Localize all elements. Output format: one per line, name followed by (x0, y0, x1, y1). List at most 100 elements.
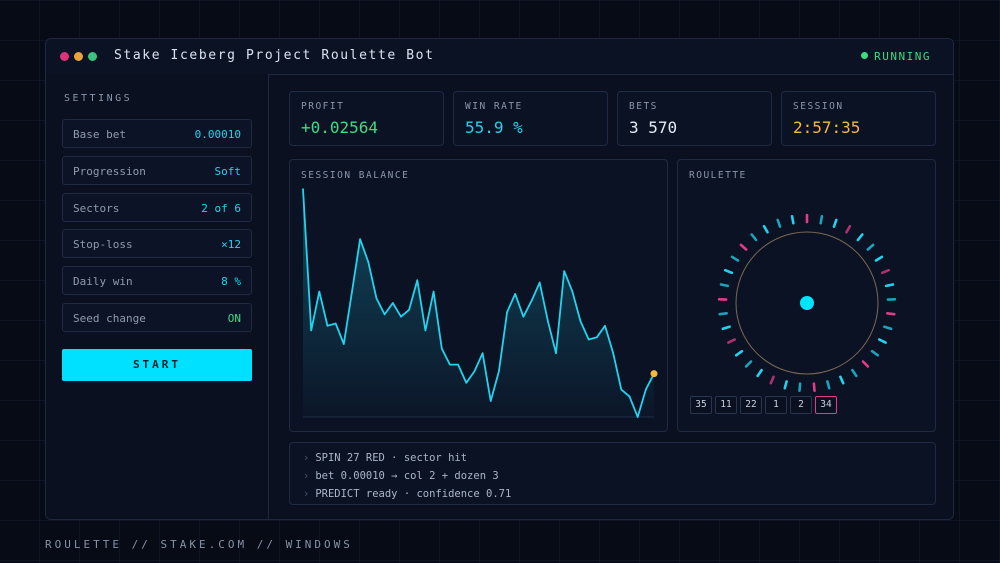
wheel-pocket-tick (769, 375, 775, 385)
settings-sidebar: SETTINGS Base bet 0.00010 Progression So… (46, 74, 269, 519)
wheel-pocket-tick (861, 360, 870, 368)
recent-number: 35 (690, 396, 712, 414)
balance-point (375, 297, 378, 300)
log-chevron-icon: › (303, 470, 310, 482)
setting-seed-change[interactable]: Seed change ON (62, 303, 252, 332)
session-card: SESSION 2:57:35 (781, 91, 936, 146)
log-line: › SPIN 27 RED · sector hit (303, 452, 467, 464)
balance-point (530, 299, 533, 302)
wheel-track (735, 231, 879, 375)
wheel-pocket-tick (832, 218, 838, 228)
recent-number: 2 (790, 396, 812, 414)
title-bar: Stake Iceberg Project Roulette Bot RUNNI… (46, 39, 953, 75)
roulette-panel: ROULETTE (677, 159, 936, 432)
wheel-pocket-tick (819, 214, 824, 225)
balance-point (489, 400, 492, 402)
setting-base-bet[interactable]: Base bet 0.00010 (62, 119, 252, 148)
balance-point (310, 329, 312, 332)
wheel-pocket-tick (851, 368, 858, 378)
log-chevron-icon: › (303, 488, 310, 500)
wheel-pocket-tick (721, 325, 731, 331)
balance-point (400, 315, 402, 318)
balance-point (645, 388, 647, 391)
stat-label: SESSION (793, 101, 844, 112)
balance-point (416, 279, 419, 281)
wheel-pocket-tick (723, 268, 734, 275)
roulette-title: ROULETTE (689, 170, 747, 181)
wheel-pocket-tick (718, 312, 729, 316)
wheel-pocket-tick (845, 224, 852, 234)
setting-stop-loss[interactable]: Stop-loss ×12 (62, 229, 252, 258)
balance-point (408, 309, 410, 311)
balance-point (367, 261, 370, 263)
setting-label: Base bet (73, 128, 126, 141)
balance-point (465, 382, 468, 384)
wheel-pocket-tick (734, 349, 744, 357)
setting-label: Stop-loss (73, 238, 133, 251)
settings-heading: SETTINGS (64, 93, 133, 104)
stat-label: PROFIT (301, 101, 345, 112)
balance-point (383, 313, 386, 316)
balance-point (432, 290, 435, 293)
balance-point (596, 336, 598, 338)
balance-point (563, 270, 566, 272)
bets-card: BETS 3 570 (617, 91, 772, 146)
wheel-pocket-tick (870, 349, 880, 357)
roulette-ball (800, 296, 814, 310)
log-text: SPIN 27 RED · sector hit (315, 452, 468, 464)
close-dot-icon[interactable] (60, 52, 69, 61)
recent-number: 11 (715, 396, 737, 414)
wheel-pocket-tick (884, 283, 895, 288)
wheel-pocket-tick (880, 268, 890, 275)
chart-title: SESSION BALANCE (301, 170, 410, 181)
balance-point (473, 370, 476, 373)
balance-point (571, 290, 574, 293)
balance-point (440, 347, 443, 350)
status-indicator: RUNNING (861, 50, 931, 63)
balance-point (326, 325, 329, 327)
wheel-pocket-tick (866, 243, 875, 251)
setting-daily-win[interactable]: Daily win 8 % (62, 266, 252, 295)
balance-point (318, 290, 321, 293)
minimize-dot-icon[interactable] (74, 52, 83, 61)
wheel-pocket-tick (719, 283, 730, 288)
current-balance-marker (650, 370, 658, 378)
wheel-pocket-tick (878, 338, 887, 344)
balance-point (343, 343, 345, 345)
setting-sectors[interactable]: Sectors 2 of 6 (62, 193, 252, 222)
setting-value: Soft (214, 165, 242, 178)
balance-area (303, 189, 654, 417)
setting-label: Seed change (73, 312, 146, 325)
log-chevron-icon: › (303, 452, 310, 464)
start-button[interactable]: START (62, 349, 252, 381)
wheel-pocket-tick (762, 224, 769, 234)
balance-point (334, 322, 337, 325)
wheel-pocket-tick (776, 218, 782, 228)
setting-label: Sectors (73, 202, 120, 215)
log-text: PREDICT ready · confidence 0.71 (315, 488, 512, 500)
profit-card: PROFIT +0.02564 (289, 91, 444, 146)
balance-point (538, 281, 541, 284)
wheel-pocket-tick (730, 255, 740, 262)
balance-point (351, 290, 353, 293)
balance-point (424, 329, 427, 332)
setting-value: ON (227, 312, 241, 325)
log-line: › bet 0.00010 → col 2 + dozen 3 (303, 470, 499, 482)
wheel-pocket-tick (750, 233, 758, 242)
wheel-pocket-tick (886, 312, 896, 316)
setting-label: Daily win (73, 275, 133, 288)
balance-point (302, 188, 304, 190)
wheel-pocket-tick (812, 382, 816, 392)
activity-log: › SPIN 27 RED · sector hit › bet 0.00010 →… (289, 442, 936, 505)
maximize-dot-icon[interactable] (88, 52, 97, 61)
wheel-pocket-tick (756, 368, 763, 378)
balance-point (579, 320, 582, 323)
balance-point (522, 315, 525, 318)
wheel-pocket-tick (727, 338, 737, 344)
wheel-pocket-tick (874, 255, 884, 262)
profit-value: +0.02564 (301, 118, 379, 137)
balance-point (391, 302, 394, 304)
setting-progression[interactable]: Progression Soft (62, 156, 252, 185)
balance-point (457, 363, 459, 366)
wheel-pocket-tick (839, 375, 845, 385)
